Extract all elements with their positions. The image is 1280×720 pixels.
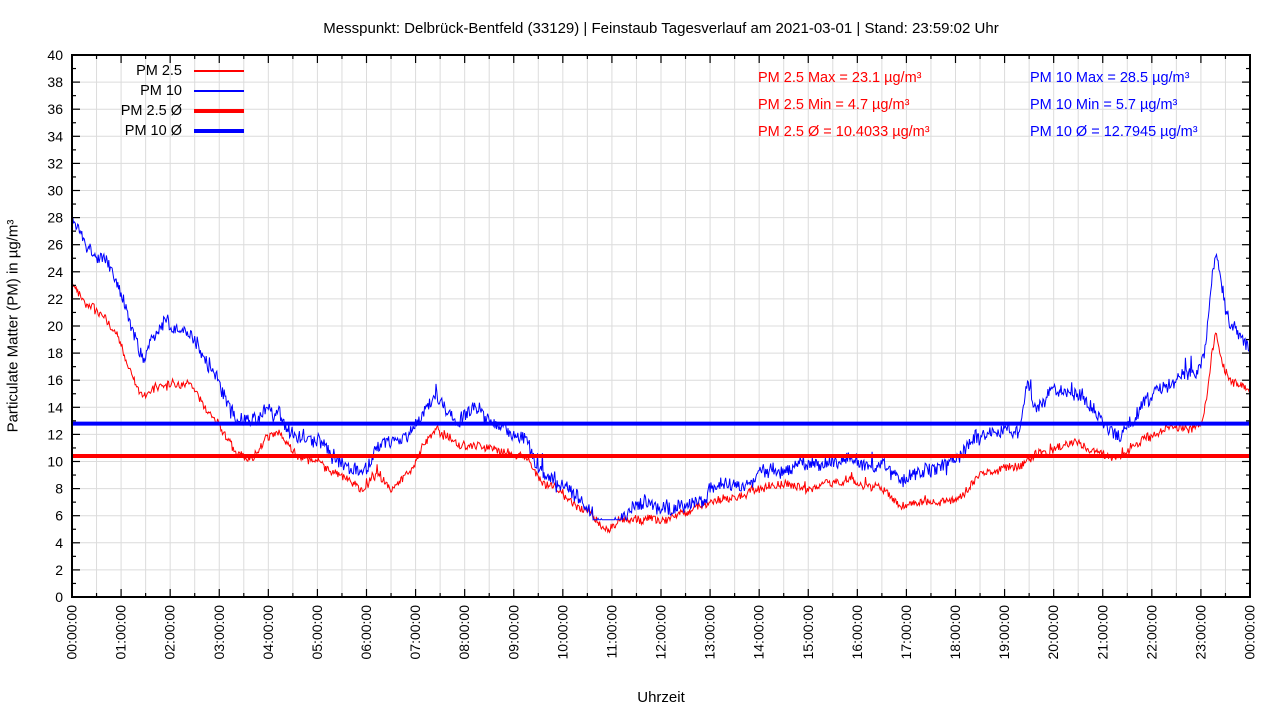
- x-tick-label: 17:00:00: [898, 605, 914, 660]
- legend-label-pm25-avg: PM 2.5 Ø: [120, 103, 182, 119]
- y-tick-label: 40: [47, 47, 63, 63]
- y-tick-label: 10: [47, 454, 63, 470]
- x-tick-label: 09:00:00: [505, 605, 521, 660]
- legend-label-pm25: PM 2.5: [136, 63, 182, 79]
- x-tick-label: 00:00:00: [1242, 605, 1258, 660]
- legend-label-pm10: PM 10: [140, 83, 182, 99]
- axis-ticks: [71, 54, 1251, 598]
- legend: PM 2.5 PM 10 PM 2.5 Ø PM 10 Ø: [100, 61, 244, 141]
- legend-line-sample-pm10-avg: [194, 129, 244, 133]
- y-tick-label: 0: [55, 589, 63, 605]
- y-tick-label: 6: [55, 508, 63, 524]
- y-tick-label: 34: [47, 128, 63, 144]
- x-tick-label: 12:00:00: [653, 605, 669, 660]
- y-tick-label: 20: [47, 318, 63, 334]
- y-tick-label: 14: [47, 399, 63, 415]
- y-axis-title: Particulate Matter (PM) in µg/m³: [4, 219, 22, 433]
- legend-row-pm25: PM 2.5: [100, 61, 244, 81]
- legend-label-pm10-avg: PM 10 Ø: [124, 123, 182, 139]
- y-tick-label: 26: [47, 237, 63, 253]
- x-tick-label: 04:00:00: [260, 605, 276, 660]
- x-tick-label: 11:00:00: [603, 605, 619, 659]
- legend-line-sample-pm25: [194, 70, 244, 72]
- x-tick-label: 08:00:00: [456, 605, 472, 660]
- x-axis-title: Uhrzeit: [637, 689, 685, 706]
- x-tick-label: 14:00:00: [751, 605, 767, 660]
- x-tick-label: 13:00:00: [702, 605, 718, 660]
- grid-lines: [72, 55, 1250, 597]
- stats-pm25: PM 2.5 Max = 23.1 µg/m³ PM 2.5 Min = 4.7…: [758, 65, 930, 146]
- y-tick-label: 28: [47, 210, 63, 226]
- average-lines: [72, 421, 1250, 459]
- stat-pm10-max: PM 10 Max = 28.5 µg/m³: [1030, 70, 1190, 86]
- stats-pm10: PM 10 Max = 28.5 µg/m³ PM 10 Min = 5.7 µ…: [1030, 65, 1198, 146]
- stat-pm25-max: PM 2.5 Max = 23.1 µg/m³: [758, 70, 922, 86]
- y-tick-label: 8: [55, 481, 63, 497]
- x-tick-label: 16:00:00: [849, 605, 865, 660]
- stat-pm25-avg: PM 2.5 Ø = 10.4033 µg/m³: [758, 124, 930, 140]
- x-tick-label: 10:00:00: [554, 605, 570, 660]
- y-tick-label: 30: [47, 183, 63, 199]
- legend-row-pm25-avg: PM 2.5 Ø: [100, 101, 244, 121]
- x-tick-label: 01:00:00: [113, 605, 129, 660]
- x-tick-label: 21:00:00: [1094, 605, 1110, 660]
- x-tick-label: 02:00:00: [162, 605, 178, 660]
- stat-pm10-avg: PM 10 Ø = 12.7945 µg/m³: [1030, 124, 1198, 140]
- x-tick-label: 23:00:00: [1192, 605, 1208, 660]
- legend-row-pm10: PM 10: [100, 81, 244, 101]
- x-tick-label: 05:00:00: [309, 605, 325, 660]
- data-curves: [72, 217, 1250, 534]
- y-tick-label: 2: [55, 562, 63, 578]
- x-tick-label: 03:00:00: [211, 605, 227, 660]
- x-tick-label: 07:00:00: [407, 605, 423, 660]
- y-tick-label: 16: [47, 372, 63, 388]
- legend-line-sample-pm10: [194, 90, 244, 92]
- y-tick-label: 18: [47, 345, 63, 361]
- stat-pm25-min: PM 2.5 Min = 4.7 µg/m³: [758, 97, 910, 113]
- x-tick-label: 18:00:00: [947, 605, 963, 660]
- x-tick-label: 22:00:00: [1143, 605, 1159, 660]
- y-tick-label: 32: [47, 155, 63, 171]
- chart-title: Messpunkt: Delbrück-Bentfeld (33129) | F…: [323, 20, 999, 37]
- x-tick-label: 00:00:00: [64, 605, 80, 660]
- x-tick-label: 20:00:00: [1045, 605, 1061, 660]
- y-tick-label: 24: [47, 264, 63, 280]
- series-line-pm10: [72, 217, 1250, 521]
- x-tick-label: 06:00:00: [358, 605, 374, 660]
- x-tick-label: 19:00:00: [996, 605, 1012, 660]
- y-tick-label: 22: [47, 291, 63, 307]
- stat-pm10-min: PM 10 Min = 5.7 µg/m³: [1030, 97, 1178, 113]
- series-line-pm25: [72, 283, 1250, 534]
- tick-labels: 024681012141618202224262830323436384000:…: [47, 47, 1257, 660]
- x-tick-label: 15:00:00: [800, 605, 816, 660]
- y-tick-label: 12: [47, 426, 63, 442]
- legend-line-sample-pm25-avg: [194, 109, 244, 113]
- legend-row-pm10-avg: PM 10 Ø: [100, 121, 244, 141]
- y-tick-label: 36: [47, 101, 63, 117]
- y-tick-label: 38: [47, 74, 63, 90]
- y-tick-label: 4: [55, 535, 63, 551]
